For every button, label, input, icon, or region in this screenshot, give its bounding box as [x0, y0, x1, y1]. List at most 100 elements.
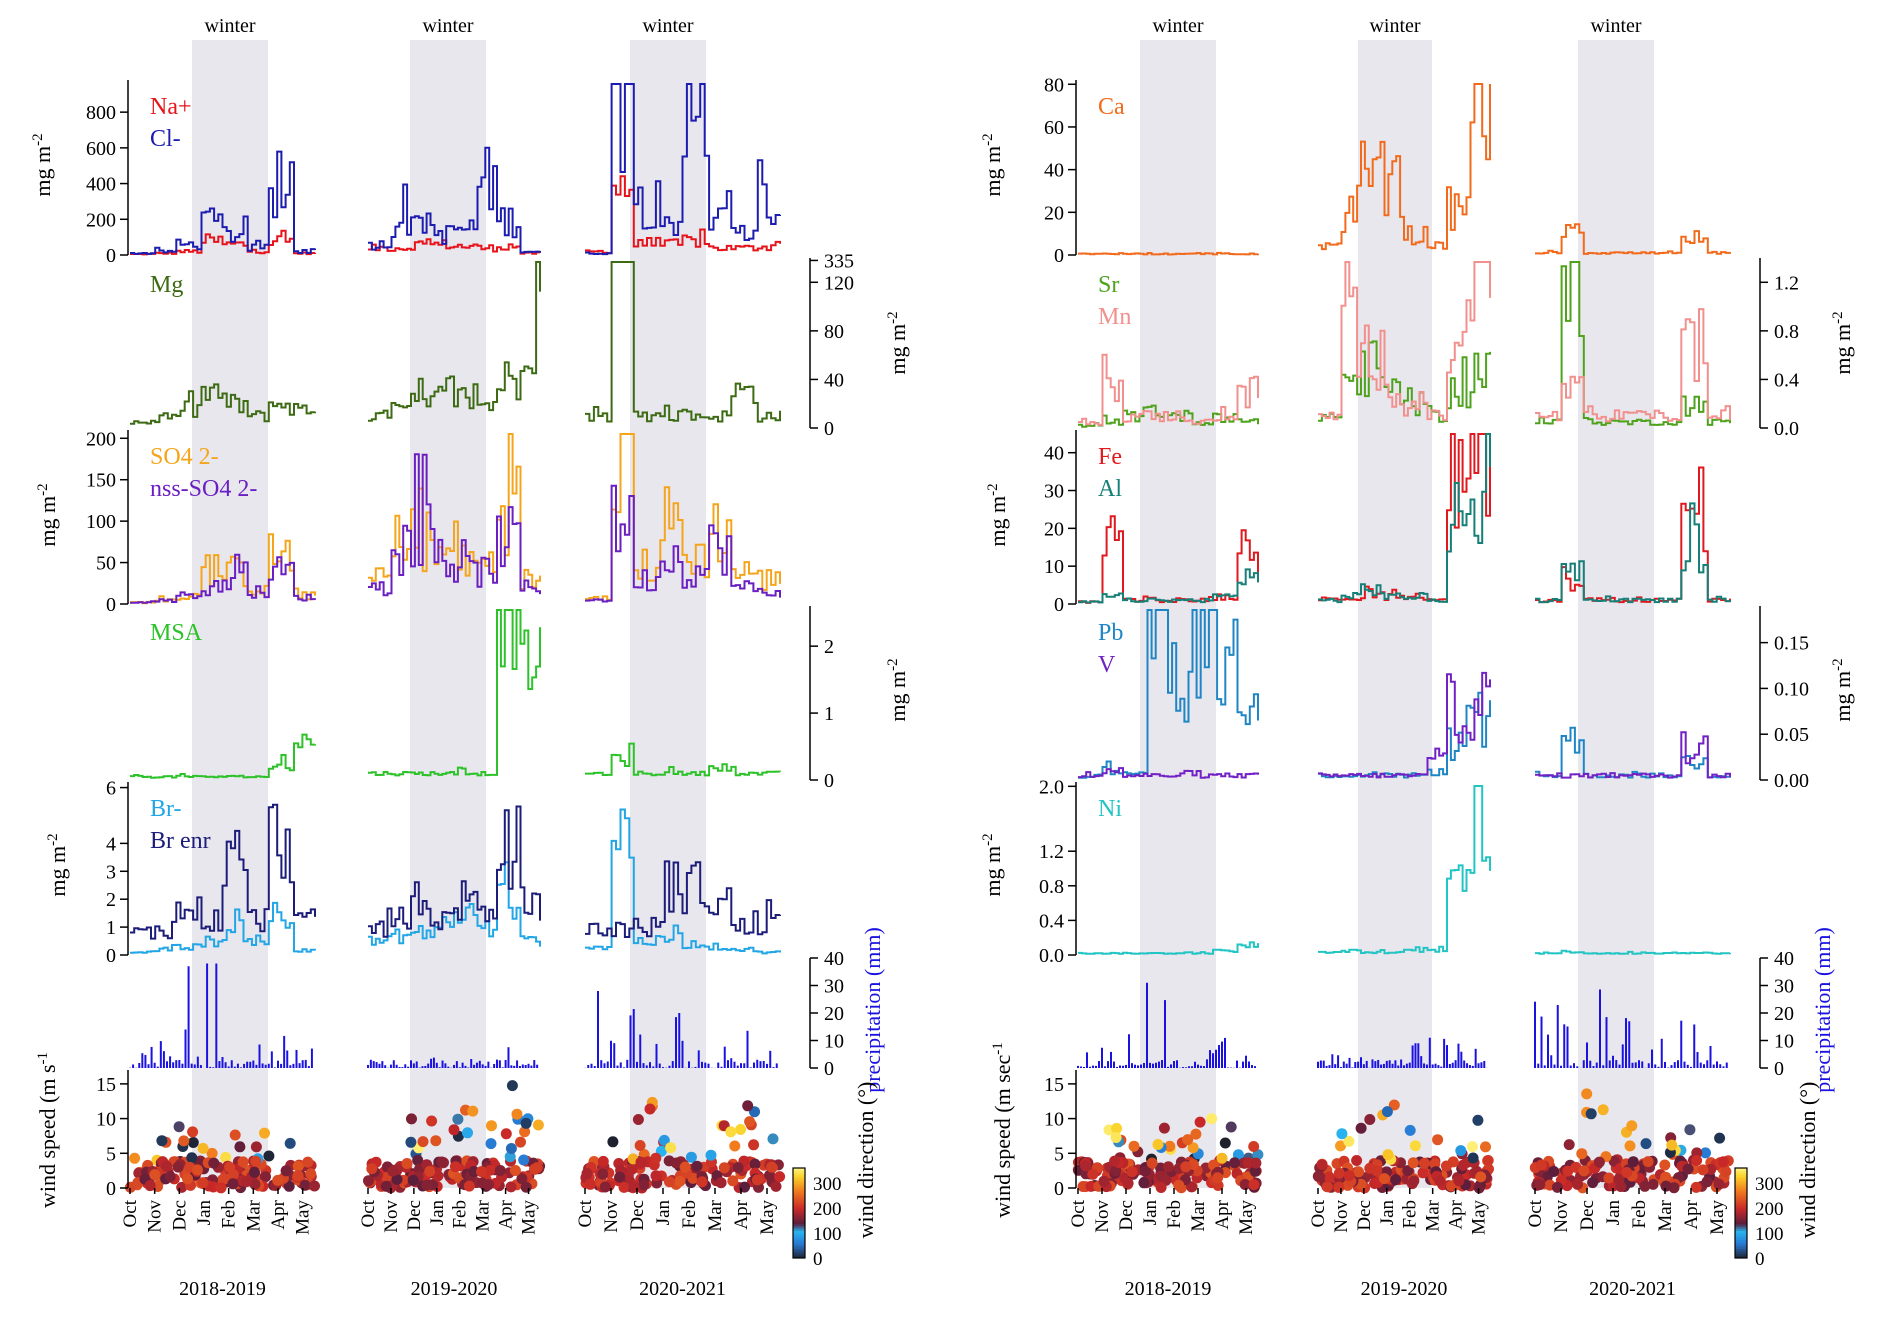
panel-label: MSA: [150, 620, 203, 646]
panel-label: Na+: [150, 94, 192, 120]
y-axis-title: wind speed (m s-1: [35, 1052, 60, 1208]
series-ni: [1318, 785, 1491, 955]
wind-point: [1353, 1166, 1364, 1178]
colorbar-cell: [793, 1233, 805, 1236]
colorbar-cell: [1735, 1231, 1747, 1234]
y-tick-label: 10: [96, 1109, 116, 1131]
colorbar-cell: [1735, 1195, 1747, 1198]
y-tick-label: 40: [824, 369, 844, 391]
colorbar-cell: [793, 1179, 805, 1182]
panel-label: Ni: [1098, 796, 1122, 822]
wind-point: [766, 1161, 778, 1173]
colorbar-tick-label: 0: [1755, 1249, 1765, 1270]
wind-point: [1248, 1141, 1260, 1152]
wind-point: [1659, 1159, 1671, 1171]
panel-label: Pb: [1098, 620, 1123, 646]
colorbar-cell: [1735, 1190, 1747, 1194]
wind-point: [463, 1180, 475, 1192]
wind-point: [1109, 1155, 1121, 1167]
wind-point: [234, 1141, 246, 1153]
wind-point: [1475, 1171, 1487, 1183]
wind-point: [725, 1126, 737, 1138]
wind-point: [215, 1182, 227, 1194]
wind-point: [718, 1162, 730, 1174]
wind-point: [732, 1162, 744, 1174]
wind-point: [260, 1171, 271, 1183]
wind-point: [1551, 1181, 1563, 1193]
series-al: [1318, 433, 1491, 604]
month-label: Apr: [1446, 1199, 1467, 1229]
series-pb: [1535, 726, 1731, 779]
series-br-: [585, 808, 781, 955]
wind-point: [436, 1156, 448, 1168]
wind-point: [770, 1180, 782, 1192]
wind-point: [597, 1168, 609, 1180]
wind-point: [1314, 1170, 1326, 1182]
wind-point: [1216, 1152, 1228, 1164]
y-tick-label: 335: [824, 250, 854, 272]
wind-point: [448, 1124, 460, 1136]
wind-point: [417, 1136, 429, 1148]
wind-point: [1248, 1179, 1260, 1191]
y-axis-title: mg m-2: [980, 833, 1005, 896]
month-label: Jan: [653, 1200, 674, 1226]
series-layer: [124, 83, 1734, 1194]
wind-point: [484, 1164, 496, 1176]
wind-point: [387, 1165, 399, 1177]
wind-point: [401, 1158, 413, 1169]
colorbar-cell: [1735, 1219, 1747, 1223]
series-msa: [585, 742, 781, 777]
colorbar-cell: [793, 1253, 805, 1257]
month-label: Apr: [268, 1199, 289, 1229]
y-tick-label: 5: [1054, 1143, 1064, 1165]
wind-point: [1480, 1141, 1491, 1153]
wind-point: [520, 1181, 532, 1193]
y-tick-label: 200: [86, 209, 116, 231]
wind-point: [187, 1126, 199, 1138]
wind-point: [467, 1105, 479, 1117]
month-label: May: [519, 1200, 540, 1235]
colorbar-cell: [1735, 1188, 1747, 1191]
wind-point: [607, 1136, 619, 1148]
month-label: May: [293, 1200, 314, 1235]
wind-point: [1351, 1155, 1363, 1166]
panel-label: Br enr: [150, 828, 211, 854]
colorbar-cell: [793, 1181, 805, 1185]
wind-point: [1457, 1159, 1469, 1171]
winter-label: winter: [1590, 15, 1641, 37]
winter-band: [1140, 40, 1216, 1188]
wind-point: [1152, 1139, 1164, 1150]
colorbar-cell: [793, 1219, 805, 1223]
y-tick-label: 400: [86, 174, 116, 196]
y-axis-title-sup: -2: [885, 311, 901, 324]
wind-point: [1572, 1178, 1583, 1190]
y-axis-title: mg m-2: [35, 483, 60, 546]
wind-point: [1472, 1114, 1484, 1126]
colorbar-cell: [793, 1192, 805, 1196]
panel-label: Ca: [1098, 94, 1125, 120]
wind-point: [1720, 1166, 1732, 1178]
wind-point: [632, 1114, 644, 1125]
wind-point: [191, 1164, 203, 1176]
wind-point: [1126, 1166, 1138, 1178]
month-label: May: [757, 1200, 778, 1235]
y-axis-title-sup: -2: [980, 133, 996, 146]
wind-point: [1333, 1167, 1345, 1179]
y-tick-label: 0: [106, 245, 116, 267]
wind-point: [292, 1170, 304, 1181]
wind-point: [1139, 1165, 1151, 1177]
wind-point: [186, 1152, 198, 1164]
wind-point: [1336, 1128, 1348, 1140]
colorbar-cell: [1735, 1179, 1747, 1182]
wind-point: [516, 1173, 528, 1185]
wind-point: [650, 1170, 662, 1182]
colorbar-cell: [793, 1231, 805, 1234]
month-label: Jan: [1603, 1200, 1624, 1226]
colorbar-cell: [1735, 1201, 1747, 1205]
wind-point: [1164, 1140, 1176, 1152]
wind-point: [511, 1108, 523, 1120]
y-tick-label: 30: [1044, 481, 1064, 503]
wind-point: [1404, 1124, 1416, 1136]
month-label: Feb: [450, 1200, 471, 1229]
wind-point: [748, 1139, 760, 1151]
